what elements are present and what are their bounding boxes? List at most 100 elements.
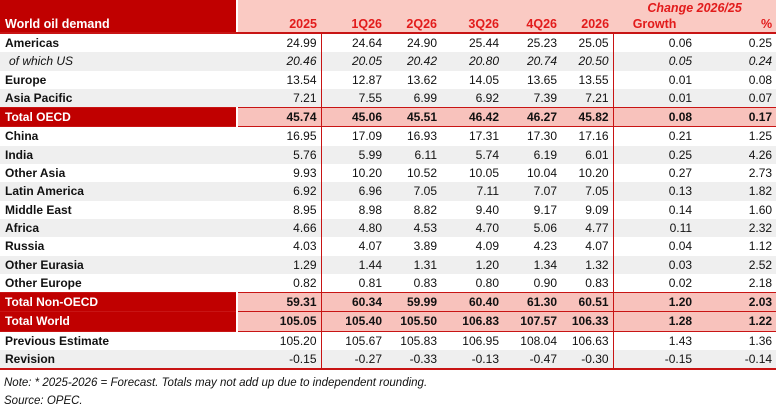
cell: 0.17 — [696, 107, 776, 128]
cell: 10.04 — [526, 166, 557, 181]
table-row: China 16.95 17.09 16.93 17.31 17.30 17.16 0.21 1… — [0, 126, 776, 146]
cell: -0.30 — [561, 350, 614, 371]
cell: 0.11 — [613, 218, 697, 238]
note-text: Note: * 2025-2026 = Forecast. Totals may… — [4, 377, 428, 390]
cell: 7.07 — [503, 182, 561, 201]
cell: 1.31 — [386, 255, 441, 274]
cell: 0.25 — [748, 36, 773, 50]
cell: 9.17 — [533, 202, 557, 217]
cell: 20.05 — [321, 52, 386, 71]
cell: 1.22 — [696, 311, 776, 332]
column-header-1q26: 1Q26 — [321, 17, 386, 34]
column-header-2025: 2025 — [236, 17, 321, 34]
oil-demand-table: Change 2026/25 World oil demand 2025 1Q2… — [0, 0, 776, 371]
cell: 9.93 — [237, 164, 322, 183]
row-label: China — [5, 129, 39, 144]
cell: 20.50 — [561, 52, 614, 71]
cell: 20.46 — [237, 52, 322, 71]
cell: 2.18 — [748, 275, 773, 290]
cell: 46.42 — [441, 107, 503, 128]
cell: -0.14 — [696, 350, 776, 371]
cell: 5.74 — [441, 145, 503, 165]
row-label: India — [0, 145, 237, 165]
cell: 17.16 — [561, 126, 614, 146]
cell: 2.03 — [696, 292, 776, 313]
table-body: Change 2026/25 World oil demand 2025 1Q2… — [0, 0, 776, 371]
cell: 0.90 — [533, 275, 557, 290]
cell: 0.02 — [668, 275, 693, 290]
cell: 4.66 — [237, 218, 322, 238]
table-row: Total OECD 45.74 45.06 45.51 46.42 46.27 45.82… — [0, 107, 776, 128]
cell: 5.99 — [321, 145, 386, 165]
row-label: Other Asia — [5, 166, 66, 181]
cell: 2.32 — [696, 218, 776, 238]
cell: 9.40 — [475, 202, 499, 217]
cell: 0.27 — [668, 166, 693, 181]
change-header-row: Change 2026/25 — [0, 0, 776, 17]
cell: 0.07 — [696, 88, 776, 108]
cell: 0.83 — [413, 275, 437, 290]
cell: 17.30 — [526, 129, 557, 144]
cell: 7.21 — [237, 88, 322, 108]
cell: 1.82 — [696, 182, 776, 201]
cell: 20.42 — [386, 52, 441, 71]
cell: 7.05 — [561, 182, 614, 201]
cell: -0.33 — [386, 350, 441, 371]
cell: -0.27 — [321, 350, 386, 371]
cell: 1.28 — [613, 311, 697, 332]
row-label: Americas — [5, 36, 60, 50]
cell: 106.95 — [462, 333, 499, 348]
column-header-row: World oil demand 2025 1Q26 2Q26 3Q26 4Q2… — [0, 17, 776, 34]
row-label: Total World — [0, 311, 237, 332]
cell: 0.13 — [613, 182, 697, 201]
cell: -0.47 — [503, 350, 561, 371]
cell: 0.01 — [668, 72, 693, 87]
cell: 6.01 — [561, 145, 614, 165]
cell: 4.26 — [696, 145, 776, 165]
cell: 60.34 — [321, 292, 386, 313]
cell: 106.33 — [561, 311, 614, 332]
source-text: Source: OPEC. — [4, 394, 83, 407]
cell: 60.40 — [441, 292, 503, 313]
cell: 6.11 — [386, 145, 441, 165]
cell: 12.87 — [351, 72, 382, 87]
table-row: Total World 105.05 105.40 105.50 106.83 107.5… — [0, 311, 776, 332]
row-label: Revision — [0, 350, 237, 371]
cell: 13.55 — [561, 70, 614, 89]
row-label: Previous Estimate — [5, 333, 110, 348]
cell: 0.06 — [668, 36, 693, 50]
table-row: Middle East 8.95 8.98 8.82 9.40 9.17 9.09 0.14 1… — [0, 200, 776, 219]
cell: 4.77 — [561, 218, 614, 238]
cell: 4.09 — [475, 239, 499, 254]
cell: 0.08 — [748, 72, 773, 87]
table-row: Revision -0.15 -0.27 -0.33 -0.13 -0.47 -0.30 -0… — [0, 350, 776, 371]
cell: 1.36 — [748, 333, 773, 348]
cell: 7.21 — [561, 88, 614, 108]
cell: 0.83 — [561, 273, 614, 293]
table-row: of which US 20.46 20.05 20.42 20.80 20.74 20.5… — [0, 52, 776, 71]
header-corner — [0, 0, 237, 17]
cell: 1.44 — [321, 255, 386, 274]
cell: 7.11 — [441, 182, 503, 201]
cell: 14.05 — [468, 72, 499, 87]
cell: 6.99 — [386, 88, 441, 108]
cell: 8.82 — [413, 202, 437, 217]
table-row: Africa 4.66 4.80 4.53 4.70 5.06 4.77 0.11 2.32 — [0, 218, 776, 238]
cell: 59.31 — [236, 292, 322, 313]
cell: 46.27 — [503, 107, 561, 128]
cell: 6.96 — [321, 182, 386, 201]
cell: 45.82 — [561, 107, 614, 128]
cell: 17.09 — [351, 129, 382, 144]
cell: 0.21 — [668, 129, 693, 144]
cell: 4.53 — [386, 218, 441, 238]
cell: 2.73 — [748, 166, 773, 181]
table-row: Americas 24.99 24.64 24.90 25.44 25.23 25.05 0.… — [0, 33, 776, 53]
cell: 105.40 — [321, 311, 386, 332]
table-title: World oil demand — [0, 17, 237, 34]
cell: 105.67 — [345, 333, 382, 348]
table-row: Previous Estimate 105.20 105.67 105.83 106.9… — [0, 331, 776, 351]
cell: 1.32 — [561, 255, 614, 274]
column-header-4q26: 4Q26 — [503, 17, 561, 34]
cell: 105.83 — [400, 333, 437, 348]
cell: 7.55 — [321, 88, 386, 108]
